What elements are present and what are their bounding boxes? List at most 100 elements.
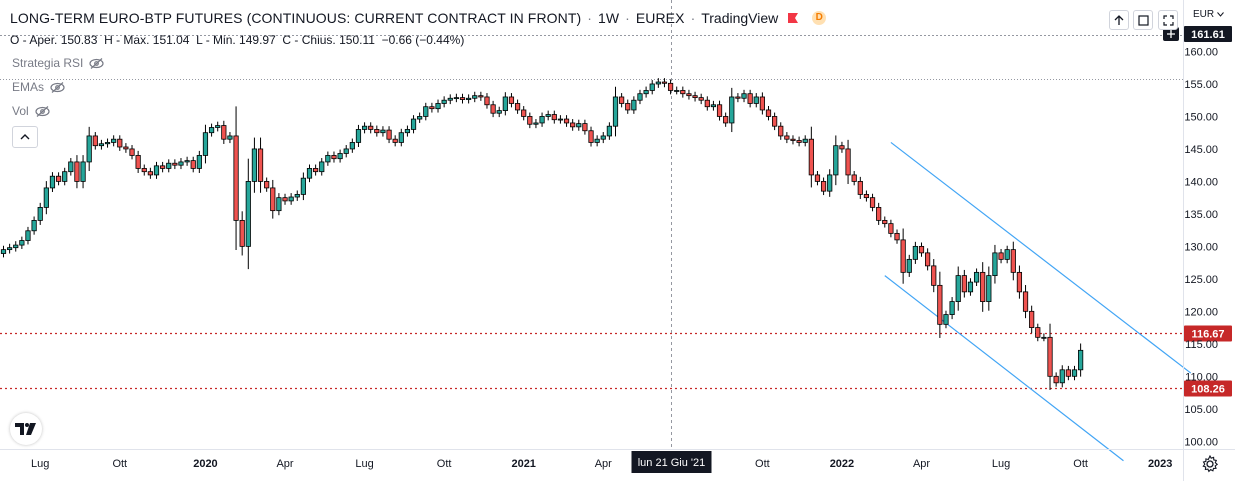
candle bbox=[215, 121, 221, 132]
candle-body bbox=[349, 142, 355, 150]
interval-label[interactable]: 1W bbox=[597, 10, 620, 26]
candle bbox=[184, 156, 190, 166]
candle-body bbox=[533, 122, 539, 125]
candle bbox=[655, 78, 661, 88]
candle bbox=[386, 126, 392, 144]
study-label: Vol bbox=[12, 104, 29, 118]
close-label: C - Chius. bbox=[282, 33, 336, 47]
candle bbox=[25, 226, 31, 245]
candle bbox=[967, 278, 974, 296]
eye-hidden-icon[interactable] bbox=[50, 81, 65, 93]
candle-body bbox=[827, 174, 833, 192]
candle bbox=[86, 126, 92, 172]
candle-body bbox=[582, 123, 588, 132]
tradingview-logo-icon bbox=[15, 423, 36, 435]
candle-body bbox=[49, 175, 56, 189]
candle bbox=[980, 262, 986, 312]
fullscreen-button[interactable] bbox=[1158, 10, 1178, 30]
x-tick-label: 2022 bbox=[830, 458, 854, 470]
scroll-up-button[interactable] bbox=[1109, 10, 1129, 30]
horizontal-price-lines: 116.67 108.26 bbox=[0, 325, 1232, 397]
candle bbox=[7, 243, 13, 254]
candle bbox=[606, 122, 612, 140]
x-tick-label: Lug bbox=[992, 458, 1010, 470]
candle-body bbox=[37, 207, 43, 221]
currency-selector[interactable]: EUR bbox=[1193, 9, 1224, 20]
candle-body bbox=[937, 284, 943, 325]
candle-body bbox=[478, 95, 484, 98]
candle-body bbox=[74, 161, 80, 182]
candle-body bbox=[7, 247, 13, 251]
candle bbox=[1010, 241, 1016, 281]
candle bbox=[343, 145, 349, 158]
candle-body bbox=[557, 118, 564, 121]
eye-hidden-icon[interactable] bbox=[35, 105, 50, 117]
provider-label: TradingView bbox=[701, 10, 779, 26]
candle bbox=[527, 112, 533, 129]
candle bbox=[612, 86, 619, 137]
maximize-button[interactable] bbox=[1133, 10, 1153, 30]
candle-body bbox=[741, 93, 747, 99]
candle-body bbox=[514, 103, 521, 111]
tradingview-logo[interactable] bbox=[10, 413, 42, 445]
eye-hidden-icon[interactable] bbox=[89, 57, 104, 69]
candle bbox=[802, 135, 808, 147]
candle bbox=[1035, 323, 1041, 342]
study-strategia-rsi[interactable]: Strategia RSI bbox=[12, 56, 104, 70]
delayed-data-badge[interactable]: D bbox=[812, 11, 827, 25]
collapse-legend-button[interactable] bbox=[12, 126, 38, 148]
candle-body bbox=[245, 181, 251, 247]
candle bbox=[912, 241, 918, 264]
trend-channel bbox=[884, 141, 1192, 462]
chevron-up-icon bbox=[20, 134, 30, 140]
candle bbox=[288, 193, 294, 205]
price-badge bbox=[1184, 380, 1232, 397]
candle bbox=[600, 132, 606, 144]
candle-body bbox=[723, 116, 729, 124]
candle-body bbox=[196, 155, 202, 169]
candle bbox=[74, 155, 80, 189]
candle bbox=[251, 137, 258, 193]
candle-body bbox=[906, 258, 912, 273]
candle-body bbox=[19, 240, 25, 246]
candle-body bbox=[343, 148, 349, 154]
candle-body bbox=[869, 197, 876, 208]
y-tick-label: 155.00 bbox=[1184, 79, 1218, 91]
candle bbox=[643, 86, 649, 98]
candle-body bbox=[955, 275, 961, 302]
exchange-label: EUREX bbox=[635, 10, 685, 26]
candle-body bbox=[667, 82, 674, 91]
candle-body bbox=[778, 125, 784, 137]
flag-icon[interactable] bbox=[788, 13, 799, 23]
symbol-title[interactable]: LONG-TERM EURO-BTP FUTURES (CONTINUOUS: … bbox=[10, 10, 582, 26]
candle bbox=[178, 158, 184, 170]
y-tick-label: 145.00 bbox=[1184, 144, 1218, 156]
candle bbox=[533, 119, 539, 129]
candle bbox=[557, 115, 564, 124]
candle-body bbox=[417, 116, 423, 120]
candle-body bbox=[674, 90, 680, 92]
candle bbox=[160, 161, 166, 173]
x-tick-label: Lug bbox=[355, 458, 373, 470]
candle-body bbox=[876, 207, 882, 221]
candle-body bbox=[441, 99, 447, 104]
study-vol[interactable]: Vol bbox=[12, 104, 50, 118]
y-tick-label: 135.00 bbox=[1184, 209, 1218, 221]
candle-body bbox=[759, 96, 765, 111]
candle-body bbox=[68, 161, 74, 173]
candle bbox=[710, 100, 717, 111]
candle-body bbox=[490, 104, 496, 114]
candle-body bbox=[404, 129, 411, 134]
candle-body bbox=[692, 95, 698, 99]
gear-icon[interactable] bbox=[1201, 455, 1219, 473]
candle-body bbox=[900, 239, 906, 273]
candle-body bbox=[80, 161, 86, 182]
close-value: 150.11 bbox=[339, 33, 375, 47]
candle-body bbox=[790, 138, 796, 141]
candle-body bbox=[588, 130, 594, 143]
candle-body bbox=[600, 135, 606, 140]
candle-body bbox=[43, 187, 49, 208]
study-emas[interactable]: EMAs bbox=[12, 80, 65, 94]
candle-body bbox=[918, 245, 925, 254]
